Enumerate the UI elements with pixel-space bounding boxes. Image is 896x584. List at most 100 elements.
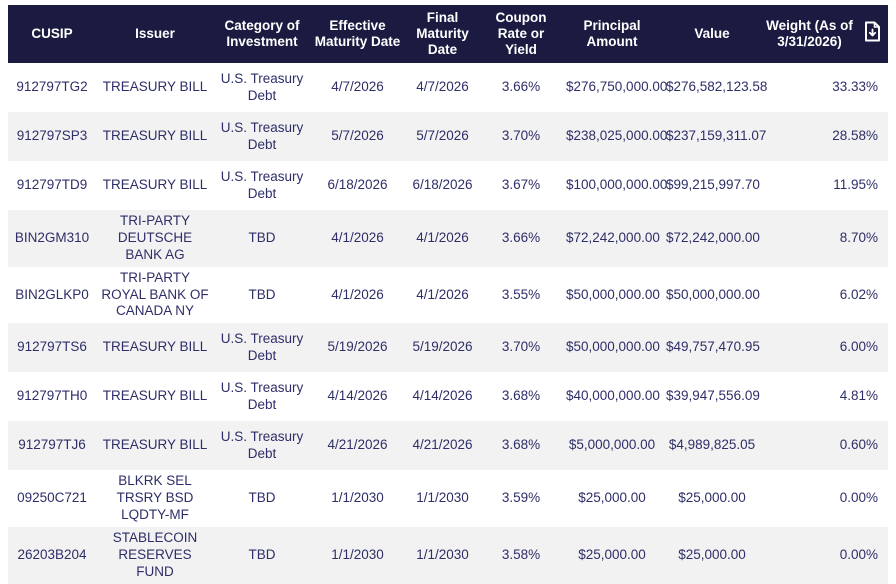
header-value: Value (662, 5, 762, 63)
header-final-maturity-date: Final Maturity Date (405, 5, 480, 63)
cell-weight: 6.00% (839, 339, 878, 355)
cell-cusip: BIN2GM310 (14, 229, 90, 245)
header-issuer: Issuer (96, 5, 214, 63)
cell-weight: 4.81% (839, 388, 878, 404)
cell-value: $25,000.00 (678, 490, 746, 506)
cell-principal-amount: $50,000,000.00 (566, 286, 660, 302)
cell-category-of-investment: U.S. Treasury Debt (220, 428, 304, 461)
header-category-of-investment: Category of Investment (214, 5, 310, 63)
cell-coupon-rate-or-yield: 3.55% (501, 286, 541, 302)
cell-principal-amount: $72,242,000.00 (566, 229, 660, 245)
cell-final-maturity-date: 4/7/2026 (416, 79, 469, 95)
cell-final-maturity-date: 1/1/2030 (416, 546, 469, 562)
cell-category-of-investment: TBD (248, 490, 276, 506)
cell-value: $99,215,997.70 (666, 177, 760, 193)
cell-weight: 33.33% (832, 79, 878, 95)
cell-cusip: 09250C721 (17, 490, 87, 506)
cell-weight: 6.02% (839, 286, 878, 302)
cell-final-maturity-date: 5/7/2026 (416, 128, 469, 144)
cell-value: $39,947,556.09 (666, 388, 760, 404)
cell-final-maturity-date: 4/14/2026 (412, 388, 473, 404)
header-download (857, 5, 888, 63)
cell-value: $4,989,825.05 (668, 437, 756, 453)
cell-principal-amount: $25,000.00 (578, 546, 646, 562)
table-row: BIN2GM310 TRI-PARTY DEUTSCHE BANK AG TBD 4/… (8, 210, 888, 267)
cell-coupon-rate-or-yield: 3.68% (501, 388, 541, 404)
cell-issuer: TRI-PARTY ROYAL BANK OF CANADA NY (101, 269, 209, 319)
cell-issuer: TRI-PARTY DEUTSCHE BANK AG (117, 213, 193, 262)
cell-category-of-investment: TBD (248, 546, 276, 562)
cell-final-maturity-date: 6/18/2026 (412, 177, 473, 193)
cell-weight: 11.95% (833, 177, 878, 193)
cell-final-maturity-date: 1/1/2030 (416, 490, 469, 506)
cell-issuer: BLKRK SEL TRSRY BSD LQDTY-MF (116, 473, 194, 522)
table-row: BIN2GLKP0 TRI-PARTY ROYAL BANK OF CANADA … (8, 266, 888, 324)
cell-principal-amount: $50,000,000.00 (566, 339, 660, 355)
table-row: 912797TG2 TREASURY BILL U.S. Treasury Debt… (8, 63, 888, 112)
cell-coupon-rate-or-yield: 3.70% (501, 339, 541, 355)
cell-cusip: 912797TD9 (16, 177, 88, 193)
header-principal-amount: Principal Amount (562, 5, 662, 63)
cell-weight: 0.60% (839, 437, 878, 453)
cell-principal-amount: $276,750,000.00 (566, 79, 668, 95)
cell-cusip: 912797TG2 (16, 79, 88, 95)
cell-coupon-rate-or-yield: 3.59% (501, 490, 541, 506)
cell-effective-maturity-date: 5/19/2026 (327, 339, 388, 355)
cell-effective-maturity-date: 4/14/2026 (327, 388, 388, 404)
holdings-table-header: CUSIP Issuer Category of Investment Effe… (8, 5, 888, 63)
header-effective-maturity-date: Effective Maturity Date (310, 5, 405, 63)
cell-weight: 8.70% (839, 229, 878, 245)
cell-value: $49,757,470.95 (666, 339, 760, 355)
cell-category-of-investment: U.S. Treasury Debt (220, 119, 304, 152)
download-button[interactable] (864, 21, 881, 42)
table-row: 912797TJ6 TREASURY BILL U.S. Treasury Debt… (8, 421, 888, 471)
header-row: CUSIP Issuer Category of Investment Effe… (8, 5, 888, 63)
cell-effective-maturity-date: 4/7/2026 (331, 79, 384, 95)
cell-coupon-rate-or-yield: 3.67% (501, 177, 541, 193)
cell-value: $276,582,123.58 (666, 79, 768, 95)
table-row: 26203B204 STABLECOIN RESERVES FUND TBD 1/1/… (8, 526, 888, 584)
cell-effective-maturity-date: 5/7/2026 (331, 128, 384, 144)
cell-final-maturity-date: 4/1/2026 (416, 286, 469, 302)
table-row: 09250C721 BLKRK SEL TRSRY BSD LQDTY-MF TBD… (8, 470, 888, 527)
holdings-table: CUSIP Issuer Category of Investment Effe… (8, 5, 888, 584)
cell-effective-maturity-date: 1/1/2030 (331, 546, 384, 562)
cell-weight: 0.00% (839, 546, 878, 562)
cell-cusip: 912797SP3 (16, 128, 88, 144)
cell-issuer: TREASURY BILL (102, 437, 208, 453)
cell-coupon-rate-or-yield: 3.66% (501, 229, 541, 245)
holdings-page: CUSIP Issuer Category of Investment Effe… (8, 5, 888, 584)
cell-cusip: BIN2GLKP0 (15, 286, 89, 302)
cell-category-of-investment: TBD (248, 286, 276, 302)
cell-issuer: STABLECOIN RESERVES FUND (112, 529, 198, 579)
table-row: 912797SP3 TREASURY BILL U.S. Treasury Debt… (8, 112, 888, 161)
table-row: 912797TH0 TREASURY BILL U.S. Treasury Debt… (8, 372, 888, 422)
cell-value: $25,000.00 (678, 546, 746, 562)
header-weight: Weight (As of 3/31/2026) (762, 5, 857, 63)
holdings-table-body: 912797TG2 TREASURY BILL U.S. Treasury Debt… (8, 63, 888, 584)
cell-effective-maturity-date: 4/1/2026 (331, 286, 384, 302)
cell-coupon-rate-or-yield: 3.70% (501, 128, 541, 144)
cell-issuer: TREASURY BILL (102, 79, 208, 95)
cell-cusip: 912797TS6 (17, 339, 87, 355)
cell-issuer: TREASURY BILL (102, 128, 208, 144)
cell-category-of-investment: U.S. Treasury Debt (220, 379, 304, 412)
header-coupon-rate-or-yield: Coupon Rate or Yield (480, 5, 562, 63)
table-row: 912797TD9 TREASURY BILL U.S. Treasury Debt… (8, 161, 888, 210)
cell-value: $237,159,311.07 (666, 128, 767, 144)
header-cusip: CUSIP (8, 5, 96, 63)
cell-principal-amount: $40,000,000.00 (566, 388, 660, 404)
cell-cusip: 26203B204 (17, 546, 87, 562)
cell-issuer: TREASURY BILL (102, 388, 208, 404)
cell-cusip: 912797TJ6 (18, 437, 86, 453)
download-file-icon (864, 21, 881, 45)
cell-category-of-investment: U.S. Treasury Debt (220, 70, 304, 103)
cell-effective-maturity-date: 1/1/2030 (331, 490, 384, 506)
table-row: 912797TS6 TREASURY BILL U.S. Treasury Debt… (8, 323, 888, 373)
cell-principal-amount: $238,025,000.00 (566, 128, 668, 144)
cell-final-maturity-date: 4/1/2026 (416, 229, 469, 245)
cell-final-maturity-date: 5/19/2026 (412, 339, 473, 355)
cell-category-of-investment: TBD (248, 229, 276, 245)
cell-effective-maturity-date: 6/18/2026 (327, 177, 388, 193)
cell-issuer: TREASURY BILL (102, 339, 208, 355)
